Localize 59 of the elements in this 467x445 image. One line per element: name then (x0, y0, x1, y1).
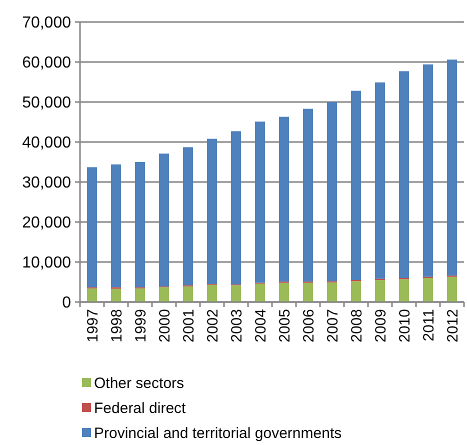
bar (134, 162, 146, 288)
y-tick-label: 50,000 (22, 94, 72, 112)
bar (446, 276, 458, 302)
bar (398, 279, 410, 302)
bar (182, 147, 194, 286)
x-tick-label: 2011 (420, 309, 438, 342)
y-tick-label: 60,000 (22, 54, 72, 72)
x-tick-label: 2009 (372, 309, 390, 342)
bar (254, 122, 266, 283)
bar (206, 138, 218, 284)
bar (278, 116, 290, 282)
bar (230, 131, 242, 284)
x-tick-label: 1997 (84, 309, 102, 342)
y-tick-label: 40,000 (22, 134, 72, 152)
y-tick-label: 20,000 (22, 214, 72, 232)
x-tick-label: 2001 (180, 309, 198, 342)
x-tick-label: 2002 (204, 309, 222, 342)
legend-label: Federal direct (94, 400, 187, 417)
bar (422, 278, 434, 302)
x-tick-label: 2012 (444, 309, 462, 342)
bar (302, 108, 314, 282)
bar (158, 154, 170, 286)
bar (206, 284, 218, 302)
bar (302, 282, 314, 302)
bar (182, 286, 194, 302)
bar (446, 60, 458, 276)
x-tick-label: 2004 (252, 309, 270, 342)
bar (134, 288, 146, 302)
x-tick-label: 1998 (108, 309, 126, 342)
x-tick-label: 2007 (324, 309, 342, 342)
legend-label: Other sectors (94, 375, 184, 392)
x-tick-label: 2003 (228, 309, 246, 342)
bar (374, 82, 386, 279)
legend-label: Provincial and territorial governments (94, 425, 342, 442)
bar (110, 288, 122, 302)
y-tick-label: 30,000 (22, 174, 72, 192)
bar (350, 281, 362, 302)
x-tick-label: 2006 (300, 309, 318, 342)
bar (86, 288, 98, 302)
y-tick-label: 10,000 (22, 254, 72, 272)
bar (230, 285, 242, 302)
bar (326, 282, 338, 302)
x-tick-label: 2005 (276, 309, 294, 342)
x-tick-label: 1999 (132, 309, 150, 342)
x-tick-label: 2010 (396, 309, 414, 342)
bar (350, 90, 362, 280)
bar (374, 280, 386, 302)
bar (326, 102, 338, 282)
bar (254, 284, 266, 302)
y-tick-label: 70,000 (22, 14, 72, 32)
bar (86, 167, 98, 288)
bar (158, 287, 170, 302)
bar (110, 164, 122, 288)
bar (422, 64, 434, 277)
bar (278, 282, 290, 302)
y-tick-label: 0 (62, 294, 72, 312)
x-tick-label: 2000 (156, 309, 174, 342)
bar (398, 71, 410, 278)
x-tick-label: 2008 (348, 309, 366, 342)
